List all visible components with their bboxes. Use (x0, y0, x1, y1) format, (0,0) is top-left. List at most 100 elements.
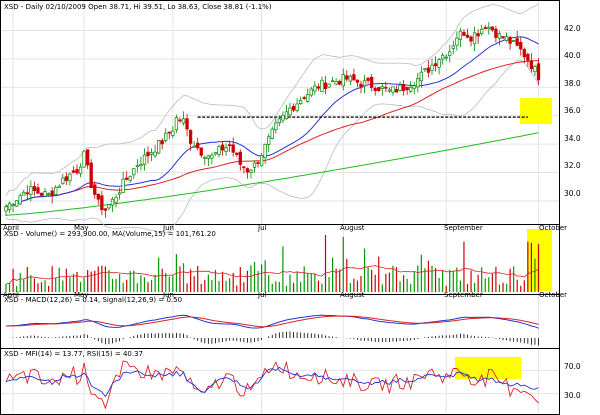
candle-body (313, 85, 317, 92)
macd-series (5, 314, 539, 346)
candle-body (188, 130, 193, 144)
candle-body (7, 202, 12, 211)
candle-body (380, 86, 384, 89)
candle-body (270, 128, 274, 139)
candle-body (373, 87, 377, 91)
candle-body (139, 163, 143, 167)
rsi-highlight-box (455, 357, 521, 379)
candle-body (462, 31, 466, 36)
candle-body (107, 204, 111, 209)
candle-body (465, 34, 470, 38)
candle-body (423, 68, 427, 71)
price-tick-label: 32.0 (564, 161, 581, 170)
candle-body (85, 149, 90, 166)
candle-body (370, 76, 374, 88)
candle-body (181, 118, 186, 124)
candle-body (132, 168, 136, 176)
candle-body (316, 86, 321, 89)
candle-body (330, 80, 335, 83)
candle-body (75, 169, 79, 174)
price-tick-label: 42.0 (564, 24, 581, 33)
candle-body (4, 206, 8, 212)
month-label: April (3, 224, 19, 232)
candle-body (82, 150, 86, 168)
candle-body (309, 88, 313, 96)
candle-body (206, 155, 211, 159)
candle-body (235, 152, 239, 155)
candle-body (18, 195, 22, 205)
candle-body (469, 36, 473, 42)
month-label: August (340, 291, 365, 299)
candle-body (320, 79, 324, 92)
month-label: September (444, 291, 483, 299)
candle-body (110, 198, 115, 206)
candle-body (338, 80, 342, 85)
candle-body (213, 152, 218, 155)
candle-body (267, 136, 271, 145)
candle-body (57, 185, 61, 188)
candle-body (259, 155, 264, 167)
candle-body (433, 63, 438, 67)
candle-body (444, 56, 448, 59)
candle-body (327, 83, 331, 88)
candle-body (387, 89, 392, 92)
candle-body (426, 67, 431, 73)
month-label: Jun (162, 224, 174, 232)
candle-body (128, 176, 132, 181)
candle-body (472, 32, 477, 45)
candle-body (419, 71, 423, 82)
month-label: May (74, 291, 88, 299)
candle-body (121, 178, 125, 193)
candle-body (135, 165, 140, 168)
candle-body (39, 192, 44, 196)
candle-body (274, 122, 278, 131)
month-label: May (74, 224, 88, 232)
candle-body (68, 173, 72, 182)
candle-body (394, 89, 399, 93)
candle-body (458, 30, 463, 40)
candle-body (249, 169, 253, 173)
candle-body (93, 184, 97, 195)
candle-body (515, 38, 519, 46)
candle-body (277, 118, 281, 124)
candle-body (228, 144, 232, 147)
candle-body (167, 131, 171, 134)
candle-body (409, 86, 413, 92)
candle-body (288, 107, 292, 116)
candle-body (359, 83, 363, 88)
candle-body (508, 37, 512, 44)
candle-body (103, 208, 108, 211)
candle-body (263, 143, 267, 159)
month-label: April (3, 291, 19, 299)
candle-body (210, 154, 214, 159)
volume-series (5, 235, 540, 292)
candle-body (494, 28, 498, 38)
candle-body (299, 100, 303, 104)
candle-body (323, 82, 328, 89)
candle-body (362, 80, 367, 87)
candle-body (146, 151, 150, 157)
rsi-tick-label: 70.0 (564, 362, 581, 371)
candle-body (302, 97, 306, 100)
candle-body (352, 74, 356, 81)
month-label: October (539, 224, 567, 232)
candle-body (355, 79, 360, 83)
candle-body (22, 192, 26, 196)
candle-body (199, 147, 203, 156)
candle-body (391, 86, 395, 93)
candle-body (480, 28, 484, 35)
candle-body (511, 40, 516, 42)
candle-body (483, 27, 487, 30)
candle-body (61, 177, 65, 184)
candle-body (348, 75, 352, 82)
macd-panel-label: XSD - MACD(12,26) = 0.14, Signal(12,26,9… (4, 296, 182, 304)
candle-body (519, 41, 523, 50)
candle-body (125, 177, 129, 180)
candle-body (377, 87, 381, 92)
candle-body (306, 94, 310, 102)
candle-body (224, 147, 228, 152)
candle-body (345, 75, 349, 80)
candle-body (401, 84, 406, 91)
month-label: October (539, 291, 567, 299)
